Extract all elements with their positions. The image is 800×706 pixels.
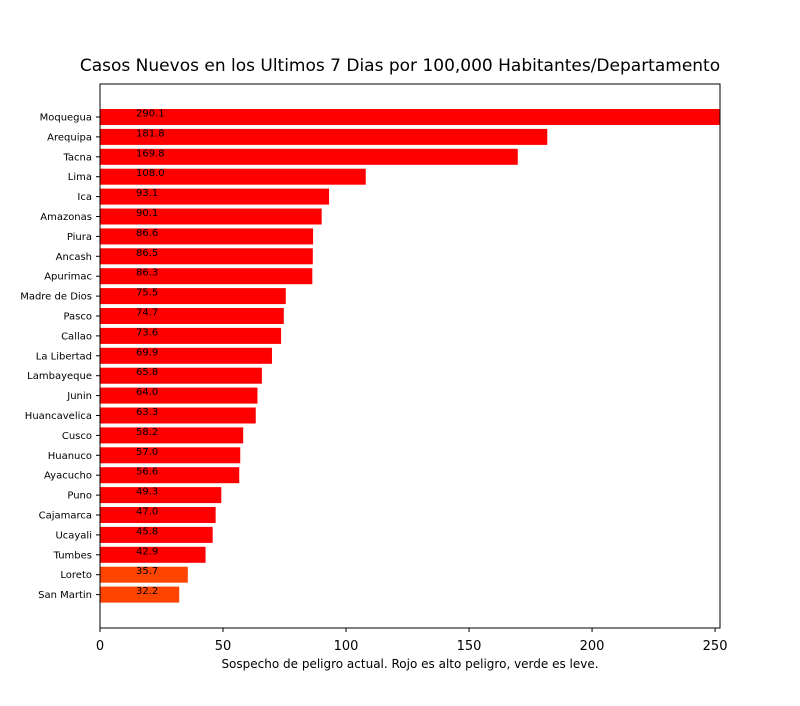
y-tick-label: Ica [77,192,92,203]
bar-ica [100,188,330,205]
y-tick-label: Arequipa [47,132,92,143]
bar-arequipa [100,128,548,145]
data-label: 290.1 [136,109,165,120]
data-label: 86.6 [136,228,158,239]
bars-group: 290.1 181.8 169.8 108.0 93.1 90.1 86.6 86.5 86.3… [100,109,720,603]
y-tick-label: Huanuco [48,451,92,462]
data-label: 74.7 [136,308,158,319]
y-tick-label: La Libertad [36,351,92,362]
bar-pasco [100,308,284,324]
y-tick-label: Amazonas [40,212,92,223]
bar-junin [100,387,258,404]
y-tick-label: Moquegua [40,113,92,124]
bar-san-martin [100,586,180,603]
data-label: 75.5 [136,288,158,299]
bar-huanuco [100,447,241,464]
bar-ucayali [100,526,213,543]
y-tick-label: Pasco [63,312,92,323]
y-tick-label: Cajamarca [39,511,92,522]
bar-huancavelica [100,407,256,424]
data-label: 65.8 [136,367,158,378]
data-label: 86.3 [136,268,158,279]
x-axis-ticks: 0 50 100 150 200 250 [96,628,728,654]
data-label: 63.3 [136,407,158,418]
x-tick-label: 0 [96,639,104,654]
bar-callao [100,327,282,344]
bar-la-libertad [100,347,272,364]
bar-moquegua [100,109,720,125]
y-axis-ticks: Moquegua Arequipa Tacna Lima Ica Amazonas Piur… [20,113,100,601]
data-label: 169.8 [136,148,165,159]
y-tick-label: Callao [61,331,92,342]
data-label: 58.2 [136,427,158,438]
y-tick-label: Piura [67,232,92,243]
bar-ayacucho [100,467,240,484]
x-tick-label: 250 [703,639,728,654]
data-label: 57.0 [136,447,158,458]
bar-amazonas [100,208,322,225]
y-tick-label: Lima [68,172,92,183]
y-tick-label: Tumbes [53,550,92,561]
bar-ancash [100,248,313,265]
data-label: 108.0 [136,168,165,179]
y-tick-label: Ayacucho [44,471,92,482]
y-tick-label: Lambayeque [27,371,92,382]
x-axis-label: Sospecho de peligro actual. Rojo es alto… [221,657,598,671]
data-label: 90.1 [136,208,158,219]
y-tick-label: Apurimac [44,272,92,283]
x-tick-label: 100 [334,639,359,654]
data-label: 64.0 [136,387,158,398]
bar-lima [100,168,366,185]
data-label: 56.6 [136,467,158,478]
data-label: 86.5 [136,248,158,259]
bar-piura [100,228,314,245]
data-label: 47.0 [136,507,158,518]
y-tick-label: San Martin [38,590,92,601]
chart-title: Casos Nuevos en los Ultimos 7 Dias por 1… [80,56,720,76]
y-tick-label: Cusco [62,431,92,442]
y-tick-label: Huancavelica [25,411,92,422]
data-label: 49.3 [136,487,158,498]
bar-loreto [100,566,188,583]
y-tick-label: Puno [67,491,92,502]
bar-cajamarca [100,507,216,523]
y-tick-label: Tacna [62,152,92,163]
data-label: 45.8 [136,526,158,537]
data-label: 73.6 [136,327,158,338]
y-tick-label: Ancash [56,252,92,263]
data-label: 93.1 [136,188,158,199]
bar-tumbes [100,546,206,563]
x-tick-label: 150 [457,639,482,654]
data-label: 35.7 [136,566,158,577]
bar-cusco [100,427,244,444]
data-label: 69.9 [136,347,158,358]
data-label: 181.8 [136,128,165,139]
y-tick-label: Madre de Dios [20,292,92,303]
bar-madre-de-dios [100,288,286,305]
bar-lambayeque [100,367,262,384]
data-label: 32.2 [136,586,158,597]
y-tick-label: Ucayali [55,530,92,541]
bar-tacna [100,148,518,165]
data-label: 42.9 [136,546,158,557]
axes-frame [99,83,721,629]
x-tick-label: 200 [580,639,605,654]
bar-apurimac [100,268,313,285]
x-tick-label: 50 [215,639,232,654]
y-tick-label: Loreto [60,570,92,581]
bar-puno [100,487,222,504]
y-tick-label: Junin [66,391,92,402]
